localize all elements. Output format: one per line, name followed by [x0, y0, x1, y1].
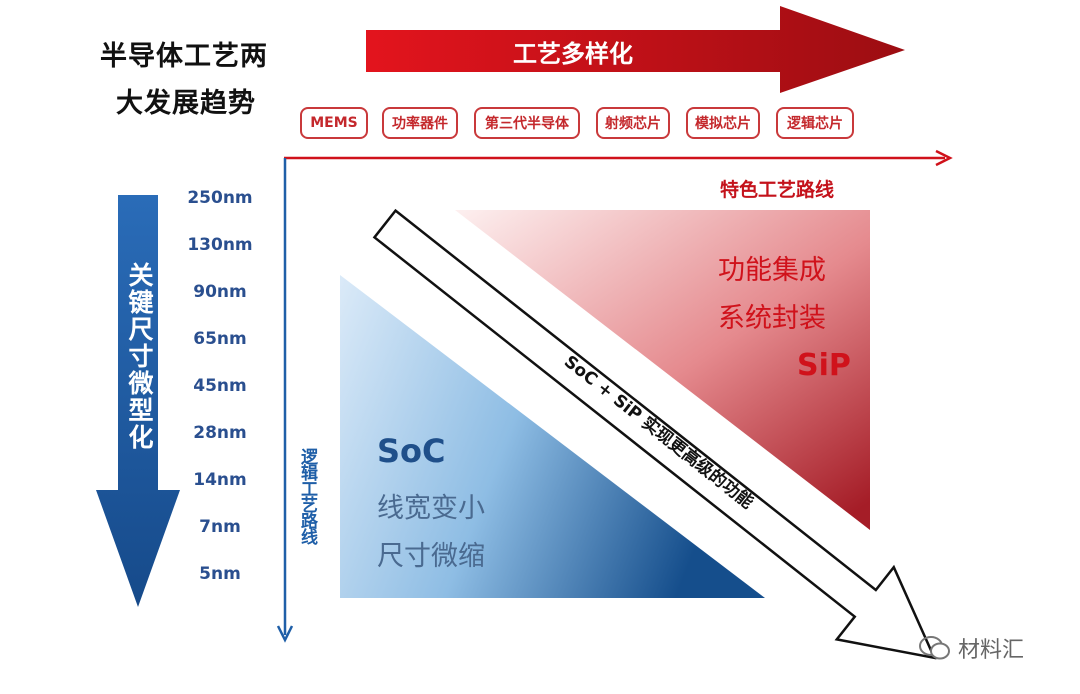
vertical-axis-arrowhead	[276, 625, 294, 643]
soc-triangle	[340, 275, 765, 598]
left-arrow	[96, 195, 180, 607]
title-line1: 半导体工艺两	[100, 41, 268, 72]
node-label: 45nm	[193, 376, 247, 396]
horizontal-axis-arrowhead	[935, 149, 953, 167]
top-arrow	[366, 6, 905, 93]
watermark-text: 材料汇	[958, 638, 1025, 663]
title-line2: 大发展趋势	[116, 88, 256, 119]
node-label: 14nm	[193, 470, 247, 490]
vertical-axis-label: 逻辑工艺路线	[297, 448, 317, 544]
tag-third-gen-semiconductor: 第三代半导体	[474, 107, 580, 139]
sip-name: SiP	[797, 348, 851, 383]
tag-rf-chips: 射频芯片	[596, 107, 670, 139]
wechat-icon	[919, 636, 950, 660]
tag-logic-chips: 逻辑芯片	[776, 107, 854, 139]
tag-analog-chips: 模拟芯片	[686, 107, 760, 139]
soc-line1: 线宽变小	[377, 493, 485, 524]
sip-line1: 功能集成	[718, 255, 826, 286]
tag-power-devices: 功率器件	[382, 107, 458, 139]
node-label: 90nm	[193, 282, 247, 302]
sip-triangle	[455, 210, 870, 530]
node-label: 5nm	[199, 564, 241, 584]
soc-line2: 尺寸微缩	[377, 541, 485, 572]
top-arrow-label: 工艺多样化	[513, 39, 633, 68]
soc-name: SoC	[377, 432, 446, 470]
node-label: 250nm	[187, 188, 253, 208]
node-label: 65nm	[193, 329, 247, 349]
node-label: 28nm	[193, 423, 247, 443]
node-label: 130nm	[187, 235, 253, 255]
left-arrow-label: 关键尺寸微型化	[125, 262, 154, 451]
sip-line2: 系统封装	[718, 303, 826, 334]
watermark: 材料汇	[918, 632, 1024, 664]
node-label: 7nm	[199, 517, 241, 537]
horizontal-axis-label: 特色工艺路线	[720, 179, 835, 201]
diagonal-arrow	[372, 208, 937, 660]
tag-mems: MEMS	[300, 107, 368, 139]
